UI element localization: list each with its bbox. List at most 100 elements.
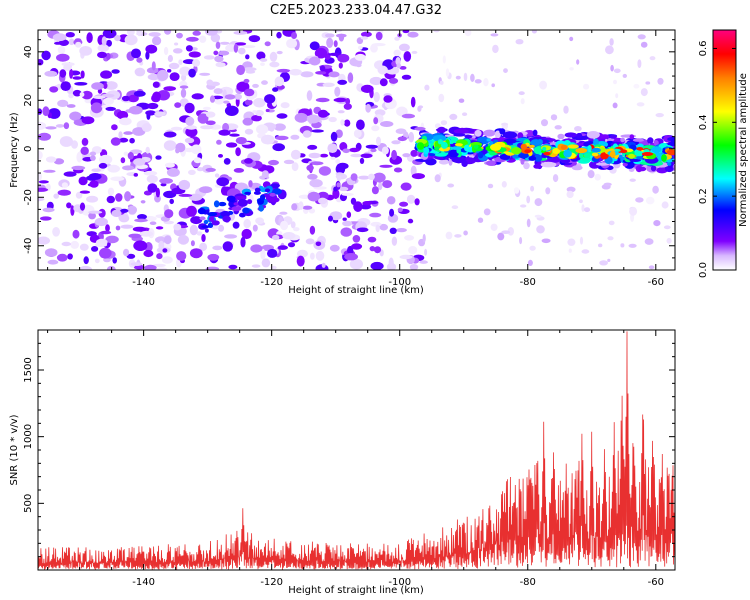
noise-blob [133,173,138,177]
noise-blob [248,35,261,43]
noise-blob [463,72,468,82]
noise-blob [367,236,377,243]
signal-blob [237,199,248,207]
noise-blob [45,156,57,163]
noise-blob [185,125,198,130]
noise-blob [224,105,239,117]
noise-blob [200,125,214,130]
noise-blob [265,108,270,113]
noise-blob [193,157,202,164]
noise-blob [350,173,358,181]
noise-blob [314,47,328,59]
signal-blob [609,134,617,139]
noise-blob [69,111,82,121]
noise-blob [287,242,296,248]
signal-blob [666,149,675,156]
signal-blob [499,128,506,135]
noise-blob [422,233,426,243]
noise-blob [69,68,74,79]
x-tick-label: -120 [260,277,283,288]
noise-blob [360,31,372,37]
noise-blob [550,114,558,121]
noise-blob [44,248,58,257]
noise-blob [167,69,172,73]
noise-blob [501,181,507,188]
noise-blob [160,183,167,187]
signal-blob [661,154,667,162]
noise-blob [414,198,420,206]
noise-blob [162,248,168,253]
noise-blob [122,165,135,171]
noise-blob [403,51,412,62]
noise-blob [370,148,377,153]
noise-blob [566,190,574,199]
noise-blob [158,240,165,251]
noise-blob [38,197,45,202]
noise-blob [404,235,415,241]
y-tick-label: 1500 [23,357,34,382]
noise-blob [105,235,119,244]
noise-blob [462,112,468,116]
noise-blob [152,36,162,46]
signal-blob [528,156,537,161]
noise-blob [369,76,383,86]
noise-blob [379,78,388,87]
noise-blob [470,73,475,82]
colorbar-gradient [712,29,737,271]
noise-blob [145,51,150,60]
signal-blob [220,210,231,218]
signal-blob [632,138,645,142]
noise-blob [176,251,187,261]
noise-blob [124,34,138,46]
noise-blob [206,79,214,86]
noise-blob [163,86,176,91]
noise-blob [338,33,345,42]
noise-blob [215,41,221,49]
noise-blob [365,144,378,149]
colorbar-tick-label: 0.6 [698,41,709,57]
noise-blob [184,102,195,114]
noise-blob [261,134,275,145]
noise-blob [205,167,216,172]
noise-blob [318,166,331,176]
noise-blob [280,102,290,109]
signal-blob [651,146,662,154]
signal-blob [207,212,218,217]
noise-blob [410,149,418,157]
noise-blob [615,93,619,99]
noise-blob [149,221,157,225]
signal-blob [503,138,517,144]
noise-blob [91,82,104,90]
noise-blob [114,35,121,42]
noise-blob [272,143,286,152]
noise-blob [264,94,276,104]
noise-blob [175,147,180,154]
x-tick-label: -80 [520,577,536,588]
noise-blob [315,71,327,75]
noise-blob [189,224,198,236]
noise-blob [563,105,569,114]
noise-blob [334,86,341,97]
signal-blob [453,128,469,134]
noise-blob [340,227,353,237]
noise-blob [640,41,648,48]
signal-blob [441,141,448,149]
noise-blob [169,198,174,205]
signal-blob [451,146,463,150]
noise-blob [241,228,252,240]
noise-blob [136,57,143,63]
noise-blob [168,62,180,70]
signal-blob [636,156,644,160]
noise-blob [100,70,113,79]
noise-blob [411,173,425,180]
noise-blob [513,187,520,194]
noise-blob [66,104,76,108]
noise-blob [389,208,395,217]
noise-blob [79,92,85,97]
noise-blob [661,201,669,209]
signal-blob [528,144,535,148]
noise-blob [186,205,197,217]
signal-blob [647,137,654,144]
noise-blob [110,176,125,182]
